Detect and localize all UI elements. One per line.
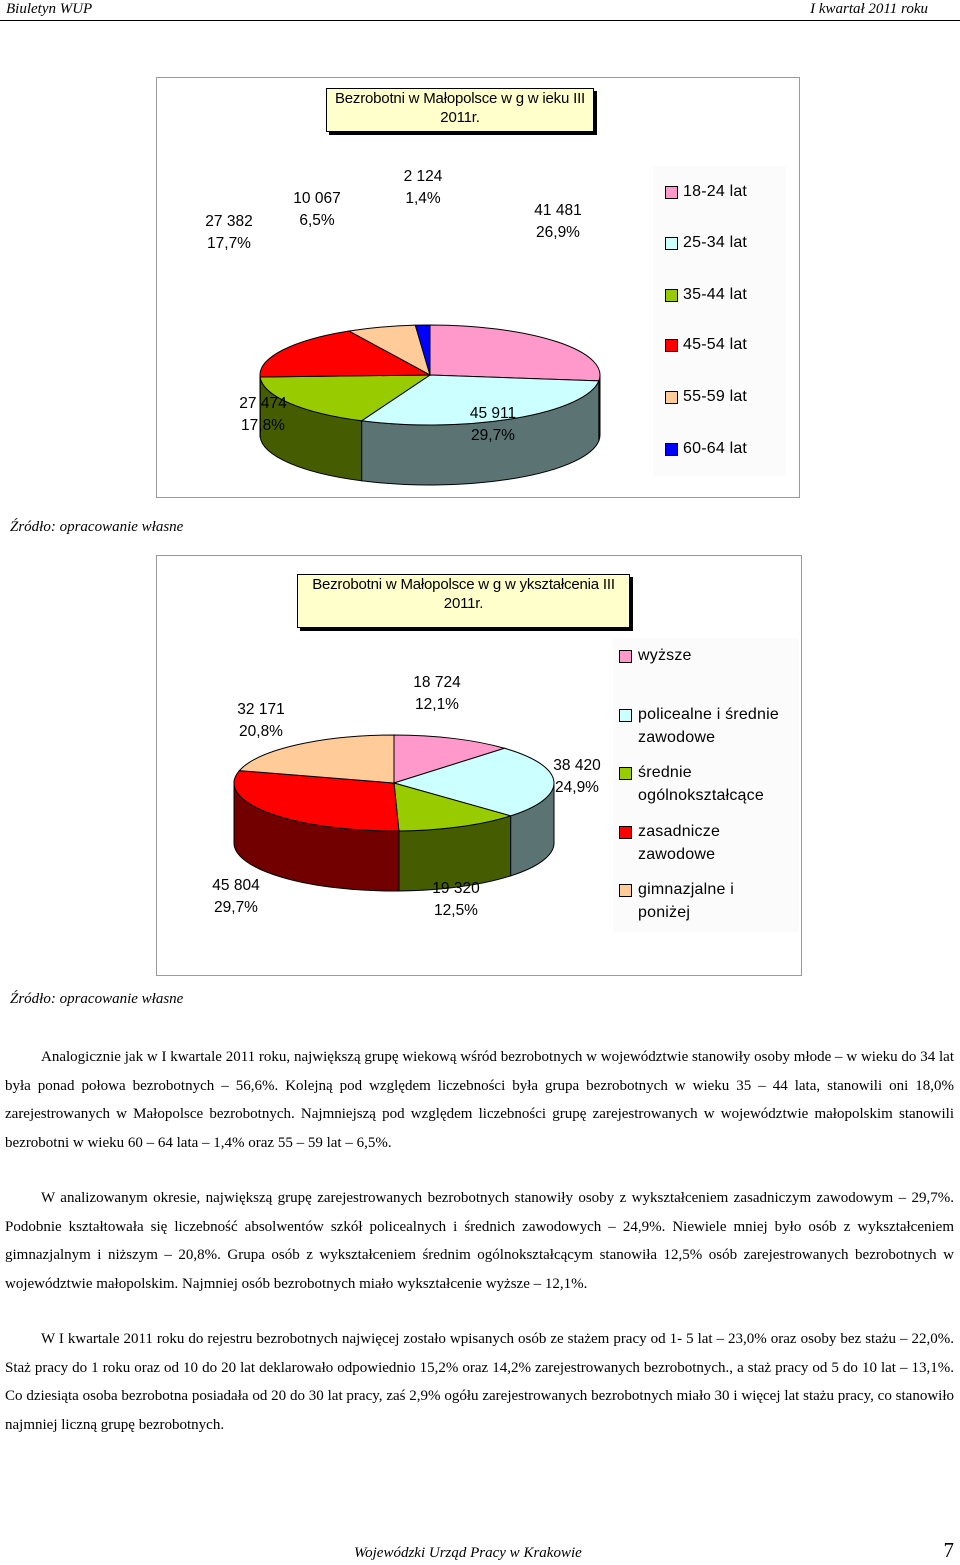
age-label-35-44: 27 474 17,8% [239, 395, 287, 434]
legend-item: wyższe [619, 644, 692, 667]
paragraph-work-experience: W I kwartale 2011 roku do rejestru bezro… [5, 1331, 954, 1433]
edu-label-lower-secondary: 32 171 20,8% [237, 701, 285, 740]
age-label-60-64: 2 124 1,4% [403, 168, 443, 207]
header-publication-title: Biuletyn WUP [6, 1, 93, 17]
legend-item: policealne i średnie zawodowe [619, 703, 779, 749]
edu-label-higher: 18 724 12,1% [413, 674, 461, 713]
legend-swatch [665, 289, 678, 302]
edu-pie-slice-2: średnie ogólnokształcące [393, 782, 513, 832]
legend-item: 18-24 lat [665, 180, 747, 203]
age-label-18-24: 41 481 26,9% [534, 202, 582, 241]
education-chart: Bezrobotni w Małopolsce w g w ykształcen… [156, 555, 802, 976]
edu-label-vocational: 45 804 29,7% [212, 877, 260, 916]
age-pie-slice-3: 45-54 lat [259, 330, 432, 378]
legend-swatch [665, 186, 678, 199]
education-chart-title: Bezrobotni w Małopolsce w g w ykształcen… [297, 574, 630, 628]
footer-organization: Wojewódzki Urząd Pracy w Krakowie [354, 1545, 582, 1561]
legend-item: 35-44 lat [665, 283, 747, 306]
age-pie-slice-1: 25-34 lat [360, 374, 600, 426]
legend-item: 55-59 lat [665, 385, 747, 408]
page-number: 7 [943, 1538, 955, 1562]
age-label-45-54: 27 382 17,7% [205, 213, 253, 252]
age-pie-slice-0: 18-24 lat [429, 324, 601, 382]
edu-label-post-secondary: 38 420 24,9% [553, 757, 601, 796]
legend-swatch [619, 826, 632, 839]
age-pie-slice-2: 35-44 lat [259, 374, 432, 422]
legend-item: 45-54 lat [665, 333, 747, 356]
age-chart-title: Bezrobotni w Małopolsce w g w ieku III 2… [326, 88, 594, 132]
age-chart: Bezrobotni w Małopolsce w g w ieku III 2… [156, 77, 800, 498]
legend-swatch [665, 391, 678, 404]
paragraph-education: W analizowanym okresie, największą grupę… [5, 1190, 954, 1292]
legend-item: zasadnicze zawodowe [619, 820, 720, 866]
paragraph-age: Analogicznie jak w I kwartale 2011 roku,… [5, 1049, 954, 1151]
legend-swatch [619, 884, 632, 897]
legend-swatch [665, 237, 678, 250]
legend-swatch [665, 443, 678, 456]
legend-item: 25-34 lat [665, 231, 747, 254]
legend-item: średnie ogólnokształcące [619, 761, 764, 807]
legend-swatch [619, 767, 632, 780]
age-chart-source: Źródło: opracowanie własne [10, 519, 184, 535]
age-pie-slice-5: 60-64 lat [414, 324, 431, 376]
age-label-25-34: 45 911 29,7% [469, 405, 517, 444]
edu-pie-slice-3: zasadnicze zawodowe [233, 770, 400, 832]
edu-pie-slice-0: wyższe [393, 734, 507, 784]
edu-pie-slice-1: policealne i średnie zawodowe [392, 747, 555, 817]
legend-item: 60-64 lat [665, 437, 747, 460]
edu-pie-slice-4: gimnazjalne i poniżej [238, 734, 395, 784]
edu-label-general-secondary: 19 320 12,5% [432, 880, 480, 919]
header-period: I kwartał 2011 roku [810, 1, 928, 17]
legend-swatch [619, 709, 632, 722]
legend-swatch [619, 650, 632, 663]
education-legend: wyższe policealne i średnie zawodowe śred… [613, 638, 799, 932]
age-label-55-59: 10 067 6,5% [293, 190, 341, 229]
education-chart-source: Źródło: opracowanie własne [10, 991, 184, 1007]
legend-item: gimnazjalne i poniżej [619, 878, 734, 924]
legend-swatch [665, 339, 678, 352]
age-legend: 18-24 lat 25-34 lat 35-44 lat 45-54 lat … [653, 166, 786, 476]
header-divider [0, 20, 960, 21]
